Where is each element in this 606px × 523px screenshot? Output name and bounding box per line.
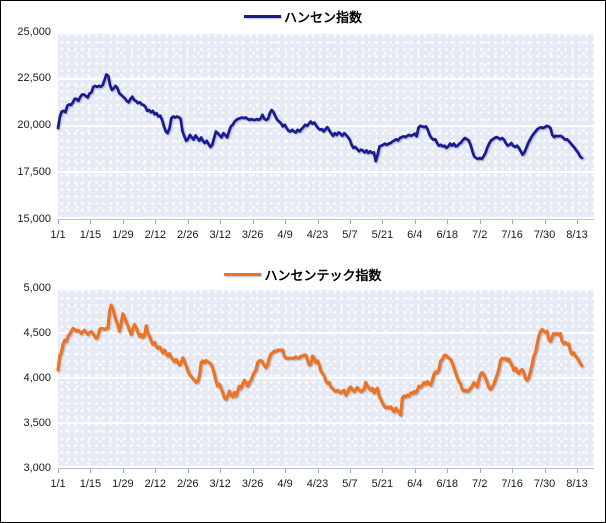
x-axis-tick [317,220,319,224]
y-axis-label: 15,000 [17,212,51,225]
x-axis-label: 7/2 [472,229,488,241]
x-axis-label: 4/23 [306,478,329,490]
x-axis-tick [285,220,287,224]
x-axis-tick [447,469,449,473]
x-axis-tick [90,469,92,473]
plot-area [56,32,594,220]
gridline [58,422,594,424]
x-axis-label: 7/30 [533,478,556,490]
x-axis-tick [220,220,222,224]
x-axis-label: 3/26 [241,229,264,241]
x-axis-tick [155,220,157,224]
gridline [58,217,594,219]
x-axis-tick [187,220,189,224]
x-axis-label: 1/29 [112,229,134,241]
x-axis-label: 8/13 [566,478,588,490]
x-axis-label: 5/21 [371,478,394,490]
x-axis-label: 3/12 [209,229,231,241]
x-axis-tick [512,469,514,473]
x-axis-label: 7/2 [472,478,488,490]
x-axis-label: 7/30 [533,229,556,241]
x-axis-tick [577,220,578,224]
x-axis-tick [447,220,449,224]
x-axis-label: 6/18 [436,478,458,490]
x-axis-label: 1/29 [112,478,134,490]
x-axis-tick [512,220,514,224]
x-axis-tick [349,220,351,224]
y-axis-label: 22,500 [17,72,51,85]
series-line [56,303,584,417]
x-axis-tick [122,220,124,224]
gridline [58,332,594,334]
gridline [58,77,594,80]
x-axis-label: 2/26 [177,229,199,241]
x-axis-label: 2/12 [144,229,167,241]
y-axis-label: 17,500 [17,165,51,178]
x-axis-label: 6/4 [407,229,423,241]
x-axis-tick [544,469,546,473]
x-axis-label: 6/18 [436,229,458,241]
gridline [58,171,594,174]
x-axis-label: 1/15 [79,478,102,490]
plot-area [56,288,594,469]
x-axis-tick [187,469,189,473]
y-axis-label: 5,000 [23,281,51,294]
x-axis-label: 1/1 [50,478,66,490]
x-axis-label: 2/12 [144,478,167,490]
y-axis-label: 25,000 [17,25,51,38]
x-axis-tick [252,220,254,224]
x-axis-tick [414,220,416,224]
x-axis-label: 5/7 [342,478,358,490]
x-axis-tick [349,469,351,473]
x-axis-tick [155,469,157,473]
x-axis-tick [220,469,222,473]
x-axis-label: 4/9 [277,229,293,241]
legend: ハンセンテック指数 [1,266,605,283]
legend: ハンセン指数 [1,8,605,25]
x-axis-label: 5/21 [371,229,394,241]
x-axis-tick [90,220,92,224]
gridline [58,32,594,34]
x-axis-label: 7/16 [501,229,523,241]
x-axis-tick [382,220,384,224]
y-axis-label: 3,000 [23,461,51,474]
x-axis-label: 7/16 [501,478,523,490]
x-axis-label: 2/26 [177,478,199,490]
x-axis-label: 6/4 [407,478,423,490]
x-axis-label: 5/7 [342,229,358,241]
y-axis-label: 20,000 [17,119,51,131]
x-axis-tick [382,469,384,473]
x-axis-label: 4/23 [306,229,329,241]
x-axis-tick [252,469,254,473]
gridline [58,124,594,127]
y-axis-label: 4,000 [23,371,51,384]
x-axis-tick [577,469,578,473]
x-axis-tick [122,469,124,473]
x-axis-label: 4/9 [277,478,293,490]
legend-label: ハンセンテック指数 [264,267,382,283]
x-axis-tick [544,220,546,224]
legend-line-swatch [243,14,281,18]
x-axis-tick [58,469,59,473]
x-axis-tick [317,469,319,473]
series-line [56,73,584,163]
x-axis-tick [58,220,59,224]
legend-label: ハンセン指数 [283,9,362,25]
x-axis-tick [479,220,481,224]
x-axis-tick [414,469,416,473]
gridline [58,288,594,290]
legend-line-swatch [224,272,262,276]
x-axis-label: 3/26 [241,478,264,490]
x-axis-tick [285,469,287,473]
gridline [58,466,594,468]
y-axis-label: 4,500 [23,326,51,339]
x-axis-label: 8/13 [566,229,588,241]
x-axis-tick [479,469,481,473]
x-axis-label: 3/12 [209,478,231,490]
x-axis-label: 1/15 [79,229,102,241]
y-axis-label: 3,500 [23,416,51,429]
x-axis-label: 1/1 [50,229,66,241]
